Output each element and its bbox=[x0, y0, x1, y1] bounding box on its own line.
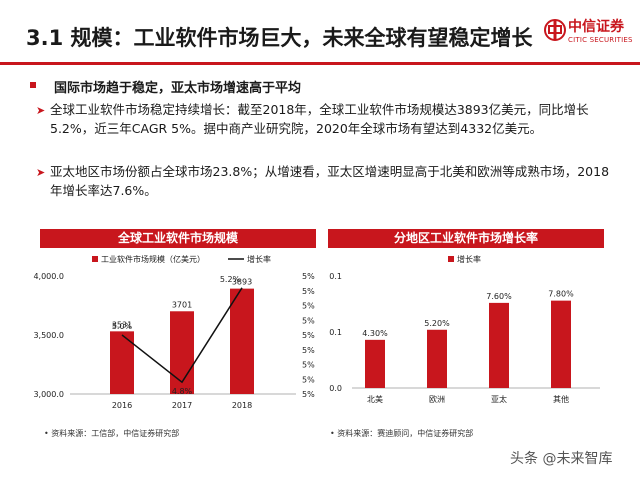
y-tick-label: 3,000.0 bbox=[33, 390, 64, 399]
growth-value-label: 5.0% bbox=[112, 322, 133, 331]
sub-bullet-apac: ➤ 亚太地区市场份额占全球市场23.8%；从增速看，亚太区增速明显高于北美和欧洲… bbox=[36, 162, 620, 200]
bar-value-label: 4.30% bbox=[362, 329, 388, 338]
y2-tick-label: 5% bbox=[302, 390, 315, 399]
citic-logo: 中信证券 CITIC SECURITIES bbox=[544, 14, 634, 50]
y-tick-label: 0.0 bbox=[329, 384, 342, 393]
x-tick-label: 2017 bbox=[172, 401, 192, 410]
bar-2018 bbox=[230, 288, 254, 394]
bar-value-label: 3893 bbox=[232, 278, 252, 287]
x-tick-label: 北美 bbox=[367, 394, 383, 404]
citic-emblem-icon bbox=[544, 19, 566, 41]
left-source-text: 资料来源：工信部，中信证券研究部 bbox=[51, 429, 180, 438]
y2-tick-label: 5% bbox=[302, 346, 315, 355]
title-bar: 3.1 规模：工业软件市场巨大，未来全球有望稳定增长 中信证券 CITIC SE… bbox=[0, 0, 640, 68]
legend-label-rate: 增长率 bbox=[457, 254, 481, 264]
growth-line bbox=[121, 287, 243, 384]
sub-bullet-global: ➤ 全球工业软件市场稳定持续增长：截至2018年，全球工业软件市场规模达3893… bbox=[36, 100, 620, 138]
logo-text-en: CITIC SECURITIES bbox=[568, 36, 633, 44]
y2-tick-label: 5% bbox=[302, 302, 315, 311]
title-divider bbox=[0, 62, 640, 65]
x-tick-label: 其他 bbox=[553, 394, 569, 404]
x-tick-label: 2018 bbox=[232, 401, 252, 410]
y-tick-label: 0.1 bbox=[329, 328, 342, 337]
bar-value-label: 7.80% bbox=[548, 290, 574, 299]
bar-value-label: 5.20% bbox=[424, 319, 450, 328]
right-source-note: • 资料来源：赛迪顾问，中信证券研究部 bbox=[330, 429, 474, 438]
logo-text-cn: 中信证券 bbox=[568, 19, 624, 35]
watermark: 头条 @未来智库 bbox=[510, 451, 613, 467]
left-source-note: • 资料来源：工信部，中信证券研究部 bbox=[44, 429, 180, 438]
right-source-text: 资料来源：赛迪顾问，中信证券研究部 bbox=[337, 429, 474, 438]
y-tick-label: 3,500.0 bbox=[33, 331, 64, 340]
x-tick-label: 2016 bbox=[112, 401, 132, 410]
x-tick-label: 欧洲 bbox=[429, 394, 445, 404]
sub-bullet-global-text: 全球工业软件市场稳定持续增长：截至2018年，全球工业软件市场规模达3893亿美… bbox=[50, 102, 589, 136]
growth-value-label: 4.8% bbox=[172, 387, 193, 396]
sub-bullet-apac-text: 亚太地区市场份额占全球市场23.8%；从增速看，亚太区增速明显高于北美和欧洲等成… bbox=[50, 164, 610, 198]
left-chart-header: 全球工业软件市场规模 bbox=[40, 229, 316, 248]
y2-tick-label: 5% bbox=[302, 272, 315, 281]
y-tick-label: 4,000.0 bbox=[33, 272, 64, 281]
legend-label-growth: 增长率 bbox=[247, 254, 271, 264]
bar-其他 bbox=[551, 300, 571, 388]
chevron-right-icon: ➤ bbox=[36, 104, 46, 117]
bar-北美 bbox=[365, 339, 385, 388]
main-bullet-text: 国际市场趋于稳定，亚太市场增速高于平均 bbox=[54, 81, 302, 96]
chevron-right-icon: ➤ bbox=[36, 166, 46, 179]
legend-swatch-rate bbox=[448, 256, 454, 262]
bar-value-label: 7.60% bbox=[486, 292, 512, 301]
main-bullet: 国际市场趋于稳定，亚太市场增速高于平均 bbox=[30, 77, 301, 96]
right-chart-header: 分地区工业软件市场增长率 bbox=[328, 229, 604, 248]
bar-value-label: 3531 bbox=[112, 320, 132, 329]
bar-欧洲 bbox=[427, 329, 447, 388]
page-title: 3.1 规模：工业软件市场巨大，未来全球有望稳定增长 bbox=[26, 26, 533, 50]
y2-tick-label: 5% bbox=[302, 331, 315, 340]
charts-canvas: 工业软件市场规模（亿美元） 增长率 3,000.0 3,500.0 4,000.0 5% 5… bbox=[33, 254, 600, 410]
legend-swatch-size bbox=[92, 256, 98, 262]
bar-2017 bbox=[170, 311, 194, 394]
y2-tick-label: 5% bbox=[302, 287, 315, 296]
y-tick-label: 0.1 bbox=[329, 272, 342, 281]
x-tick-label: 亚太 bbox=[491, 394, 507, 404]
bar-value-label: 3701 bbox=[172, 300, 192, 309]
legend-label-size: 工业软件市场规模（亿美元） bbox=[101, 254, 205, 264]
bar-亚太 bbox=[489, 302, 509, 388]
y2-tick-label: 5% bbox=[302, 316, 315, 325]
y2-tick-label: 5% bbox=[302, 361, 315, 370]
y2-tick-label: 5% bbox=[302, 375, 315, 384]
growth-value-label: 5.2% bbox=[220, 275, 241, 284]
